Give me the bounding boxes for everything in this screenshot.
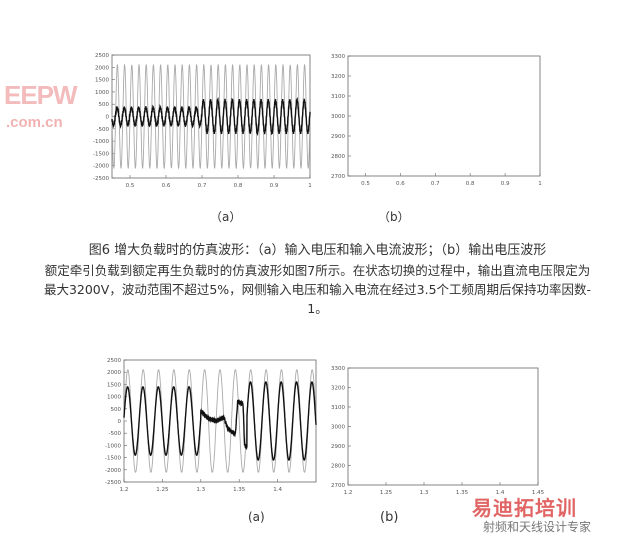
x-tick-label: 1.45 [532,490,545,495]
y-tick-label: 3100 [331,405,345,411]
x-tick-label: 1.3 [196,487,205,493]
y-tick-label: 2900 [331,134,345,140]
x-tick-label: 0.9 [501,181,510,187]
figure6-caption: 图6 增大负载时的仿真波形：（a）输入电压和输入电流波形；（b）输出电压波形 [88,243,547,258]
x-tick-label: 0.7 [431,181,440,187]
x-tick-label: 1.4 [496,490,505,495]
x-tick-label: 1.25 [156,487,169,493]
y-tick-label: 2800 [331,464,345,470]
y-tick-label: 3300 [331,366,345,372]
y-tick-label: 500 [111,407,122,413]
series-line-sine [111,63,311,170]
y-tick-label: 0 [118,419,122,425]
series-line-sine-step [111,96,311,137]
x-tick-label: 1 [308,183,312,189]
x-tick-label: 0.5 [126,183,135,189]
fig6a-svg: -2500 -2000 -1500 -1000 -500 0 500 1000 1500 2000… [93,53,312,189]
y-tick-label: 2000 [107,370,121,376]
x-tick-label: 0.6 [162,183,171,189]
y-tick-label: 2800 [331,154,345,160]
y-tick-label: 3000 [331,114,345,120]
plot-frame [347,55,541,177]
x-tick-label: 1.35 [456,490,469,495]
y-tick-label: -2000 [93,164,109,170]
y-tick-label: 3000 [331,425,345,431]
eepw-domain-watermark: .com.cn [6,114,63,131]
fig7b-svg: 2700 2800 2900 3000 3100 3200 3300 1.2 1.25 1.3 1.… [322,355,545,495]
y-tick-label: -1500 [93,151,109,157]
y-tick-label: 1000 [95,90,109,96]
series-line-sine-transition [123,381,317,461]
paragraph-line-2: 最大3200V，波动范围不超过5%，网侧输入电压和输入电流在经过3.5个工频周期… [43,282,592,297]
figure7b-output-voltage-chart: 2700 2800 2900 3000 3100 3200 3300 1.2 1.25 1.3 1.… [322,355,552,495]
site-logo-watermark: 易迪拓培训 [472,496,577,520]
figure7-label-a: (a) [248,510,265,524]
fig7a-svg: -2500 -2000 -1500 -1000 -500 0 500 1000 1500 2000… [105,358,317,493]
x-tick-label: 1.3 [420,490,429,495]
y-tick-label: 3300 [331,54,345,60]
y-tick-label: 3100 [331,94,345,100]
y-tick-label: 3200 [331,386,345,392]
y-tick-label: -1000 [93,139,109,145]
x-tick-label: 0.6 [396,181,405,187]
figure6-label-a: （a） [210,210,242,224]
plot-frame [347,367,539,486]
y-tick-label: 1000 [107,395,121,401]
x-tick-label: 1.2 [344,490,353,495]
slogan-watermark: 射频和天线设计专家 [483,520,592,534]
figure6b-output-voltage-chart: 2700 2800 2900 3000 3100 3200 3300 0.5 0.6 0.7 0.8… [322,50,552,190]
y-tick-label: -2000 [105,468,121,474]
x-tick-label: 1.35 [233,487,246,493]
x-tick-label: 0.9 [270,183,279,189]
y-tick-label: 0 [106,115,110,121]
figure6-label-b: （b） [378,210,410,224]
figure7a-input-waveform-chart: -2500 -2000 -1500 -1000 -500 0 500 1000 1500 2000… [90,345,330,495]
y-tick-label: -500 [97,127,110,133]
y-tick-label: 2000 [95,65,109,71]
y-tick-label: 2700 [331,483,345,489]
x-tick-label: 0.5 [361,181,370,187]
figure6a-input-waveform-chart: -2500 -2000 -1500 -1000 -500 0 500 1000 1500 2000… [80,50,320,190]
y-tick-label: 1500 [107,382,121,388]
y-tick-label: 2500 [95,53,109,59]
y-tick-label: 3200 [331,74,345,80]
x-tick-label: 0.7 [198,183,207,189]
y-tick-label: 1500 [95,78,109,84]
y-tick-label: 2500 [107,358,121,364]
x-tick-label: 1 [538,181,542,187]
y-tick-label: -2500 [93,176,109,182]
y-tick-label: -1500 [105,456,121,462]
y-tick-label: 500 [99,102,110,108]
x-tick-label: 1.25 [380,490,393,495]
eepw-watermark: EEPW [4,80,78,110]
paragraph-line-3: 1。 [307,301,328,316]
fig6b-svg: 2700 2800 2900 3000 3100 3200 3300 0.5 0.6 0.7 0.8… [322,50,542,187]
x-tick-label: 1.2 [120,487,129,493]
figure7-label-b: (b) [380,510,399,525]
y-tick-label: -1000 [105,443,121,449]
x-tick-label: 1.4 [273,487,282,493]
x-tick-label: 0.8 [466,181,475,187]
y-tick-label: 2900 [331,444,345,450]
paragraph-line-1: 额定牵引负载到额定再生负载时的仿真波形如图7所示。在状态切换的过程中，输出直流电… [44,263,591,278]
y-tick-label: -2500 [105,480,121,486]
x-tick-label: 0.8 [234,183,243,189]
y-tick-label: -500 [109,431,122,437]
y-tick-label: 2700 [331,174,345,180]
